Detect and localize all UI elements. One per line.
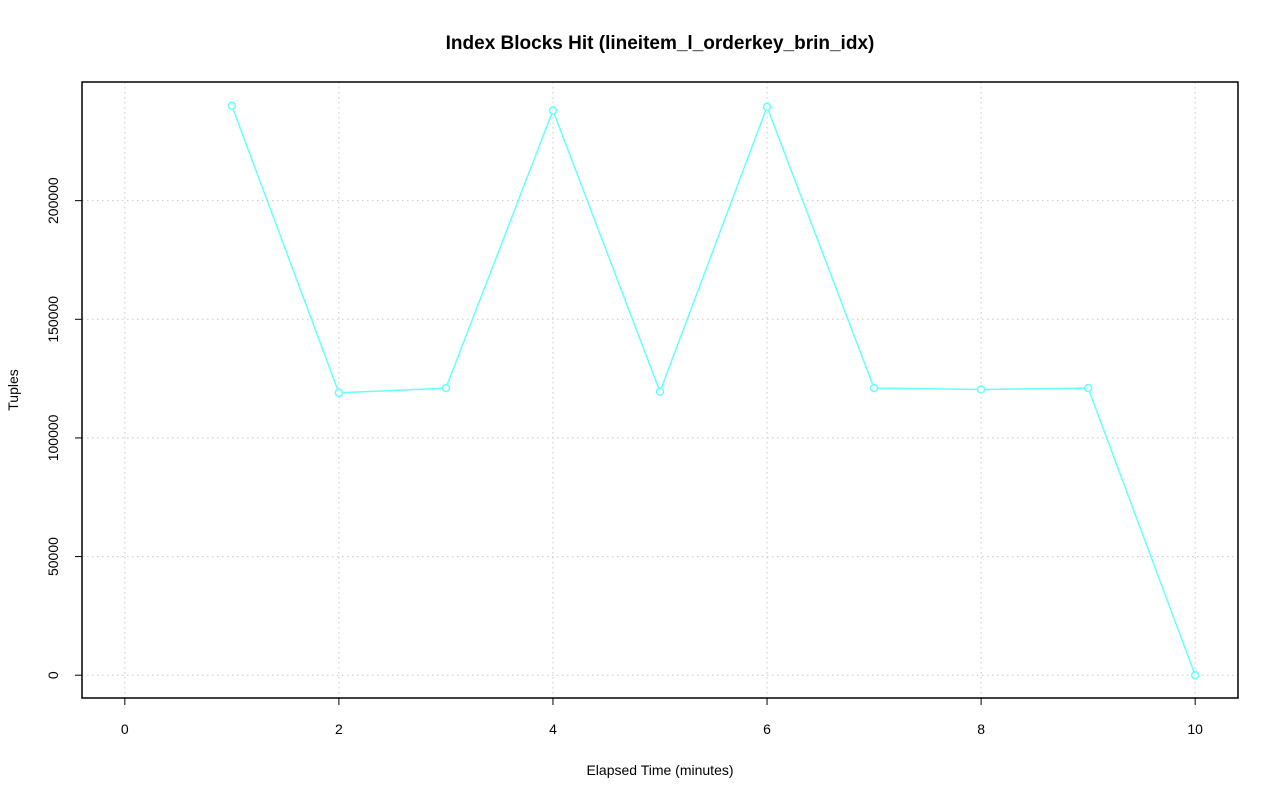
series-line	[231, 104, 1196, 676]
point	[1083, 383, 1093, 393]
marks	[227, 101, 1200, 680]
point	[976, 385, 986, 394]
point	[441, 383, 451, 393]
y-tick-label: 200000	[45, 177, 61, 224]
point	[655, 387, 665, 396]
x-tick-label: 10	[1187, 721, 1203, 737]
y-axis-label: Tuples	[5, 369, 21, 411]
y-tick-label: 50000	[45, 537, 61, 576]
point	[869, 383, 879, 393]
chart-title: Index Blocks Hit (lineitem_l_orderkey_br…	[446, 33, 875, 54]
y-tick-label: 0	[45, 671, 61, 679]
x-axis-label: Elapsed Time (minutes)	[586, 762, 733, 778]
y-tick-label: 100000	[45, 414, 61, 461]
point	[334, 388, 344, 398]
y-tick-label: 150000	[45, 296, 61, 343]
plot-frame	[81, 81, 1239, 699]
x-tick-label: 0	[121, 721, 129, 737]
point	[548, 106, 558, 115]
point	[762, 102, 772, 112]
x-tick-label: 8	[977, 721, 985, 737]
point	[227, 101, 237, 110]
x-tick-label: 4	[549, 721, 557, 737]
x-tick-label: 6	[763, 721, 771, 737]
x-tick-label: 2	[335, 721, 343, 737]
point	[1190, 670, 1200, 680]
